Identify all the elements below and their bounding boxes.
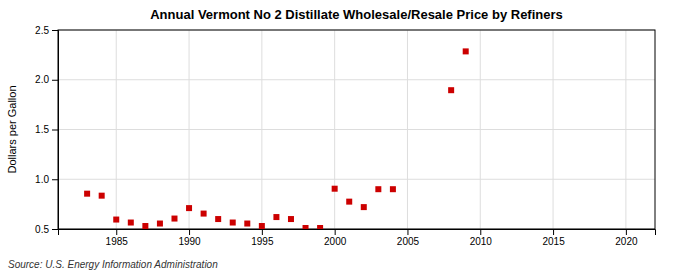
tick-mark — [52, 179, 58, 180]
tick-mark — [116, 229, 117, 235]
point — [157, 221, 163, 227]
tick: 1.0 — [35, 174, 58, 185]
point — [273, 214, 279, 220]
point — [230, 220, 236, 226]
point — [99, 193, 105, 199]
points — [84, 48, 469, 229]
tick-label: 1995 — [251, 236, 274, 247]
plot-frame — [58, 30, 655, 229]
tick: 1.5 — [35, 124, 58, 135]
point — [303, 225, 309, 229]
tick-mark — [52, 80, 58, 81]
chart: 1985 1990 1995 2000 2005 2010 2015 2020 0.5 1.0 1.… — [0, 0, 675, 275]
point — [128, 220, 134, 226]
tick: 2005 — [397, 229, 420, 247]
point — [171, 216, 177, 222]
tick-label: 2.0 — [35, 74, 49, 85]
tick: 2020 — [615, 229, 638, 247]
y-axis: 0.5 1.0 1.5 2.0 2.5 — [35, 25, 58, 235]
point — [288, 216, 294, 222]
point — [142, 223, 148, 229]
point — [332, 186, 338, 192]
tick-mark — [52, 229, 58, 230]
y-axis-line — [52, 31, 59, 230]
title: Annual Vermont No 2 Distillate Wholesale… — [150, 7, 563, 22]
point — [201, 211, 207, 217]
point — [113, 217, 119, 223]
tick-mark — [626, 229, 627, 235]
source-note: Source: U.S. Energy Information Administ… — [8, 259, 218, 270]
point — [244, 221, 250, 227]
tick: 2.0 — [35, 74, 58, 85]
grid-line-y — [58, 129, 655, 130]
y-axis-title: Dollars per Gallon — [6, 85, 18, 173]
grid-line-y — [58, 179, 655, 180]
x-axis: 1985 1990 1995 2000 2005 2010 2015 2020 — [59, 229, 656, 247]
tick-label: 1985 — [106, 236, 129, 247]
tick-label: 2000 — [324, 236, 347, 247]
point — [390, 186, 396, 192]
grid — [58, 30, 655, 229]
grid-line-y — [58, 79, 655, 80]
tick: 2000 — [324, 229, 347, 247]
tick: 1985 — [106, 229, 129, 247]
point — [448, 87, 454, 93]
tick-mark — [553, 229, 554, 235]
tick: 2015 — [542, 229, 565, 247]
tick-label: 0.5 — [35, 224, 49, 235]
tick: 0.5 — [35, 224, 58, 235]
point — [361, 204, 367, 210]
point — [259, 223, 265, 229]
tick: 1995 — [251, 229, 274, 247]
tick-label: 2010 — [470, 236, 493, 247]
tick-mark — [335, 229, 336, 235]
point — [84, 191, 90, 197]
tick-label: 2015 — [542, 236, 565, 247]
tick-label: 2020 — [615, 236, 638, 247]
tick-mark — [480, 229, 481, 235]
plot: 1985 1990 1995 2000 2005 2010 2015 2020 0.5 1.0 1.… — [35, 25, 655, 247]
tick-label: 1.5 — [35, 124, 49, 135]
point — [463, 48, 469, 54]
x-axis-line — [59, 230, 656, 236]
point — [186, 205, 192, 211]
tick-mark — [262, 229, 263, 235]
tick-mark — [52, 30, 58, 31]
point — [317, 225, 323, 229]
tick-mark — [189, 229, 190, 235]
point — [215, 216, 221, 222]
tick-mark — [407, 229, 408, 235]
tick: 2.5 — [35, 25, 58, 36]
point — [375, 186, 381, 192]
point — [346, 199, 352, 205]
tick-label: 1.0 — [35, 174, 49, 185]
tick-label: 2.5 — [35, 25, 49, 36]
tick-mark — [52, 130, 58, 131]
tick-label: 2005 — [397, 236, 420, 247]
tick: 1990 — [178, 229, 201, 247]
tick: 2010 — [470, 229, 493, 247]
tick-label: 1990 — [178, 236, 201, 247]
